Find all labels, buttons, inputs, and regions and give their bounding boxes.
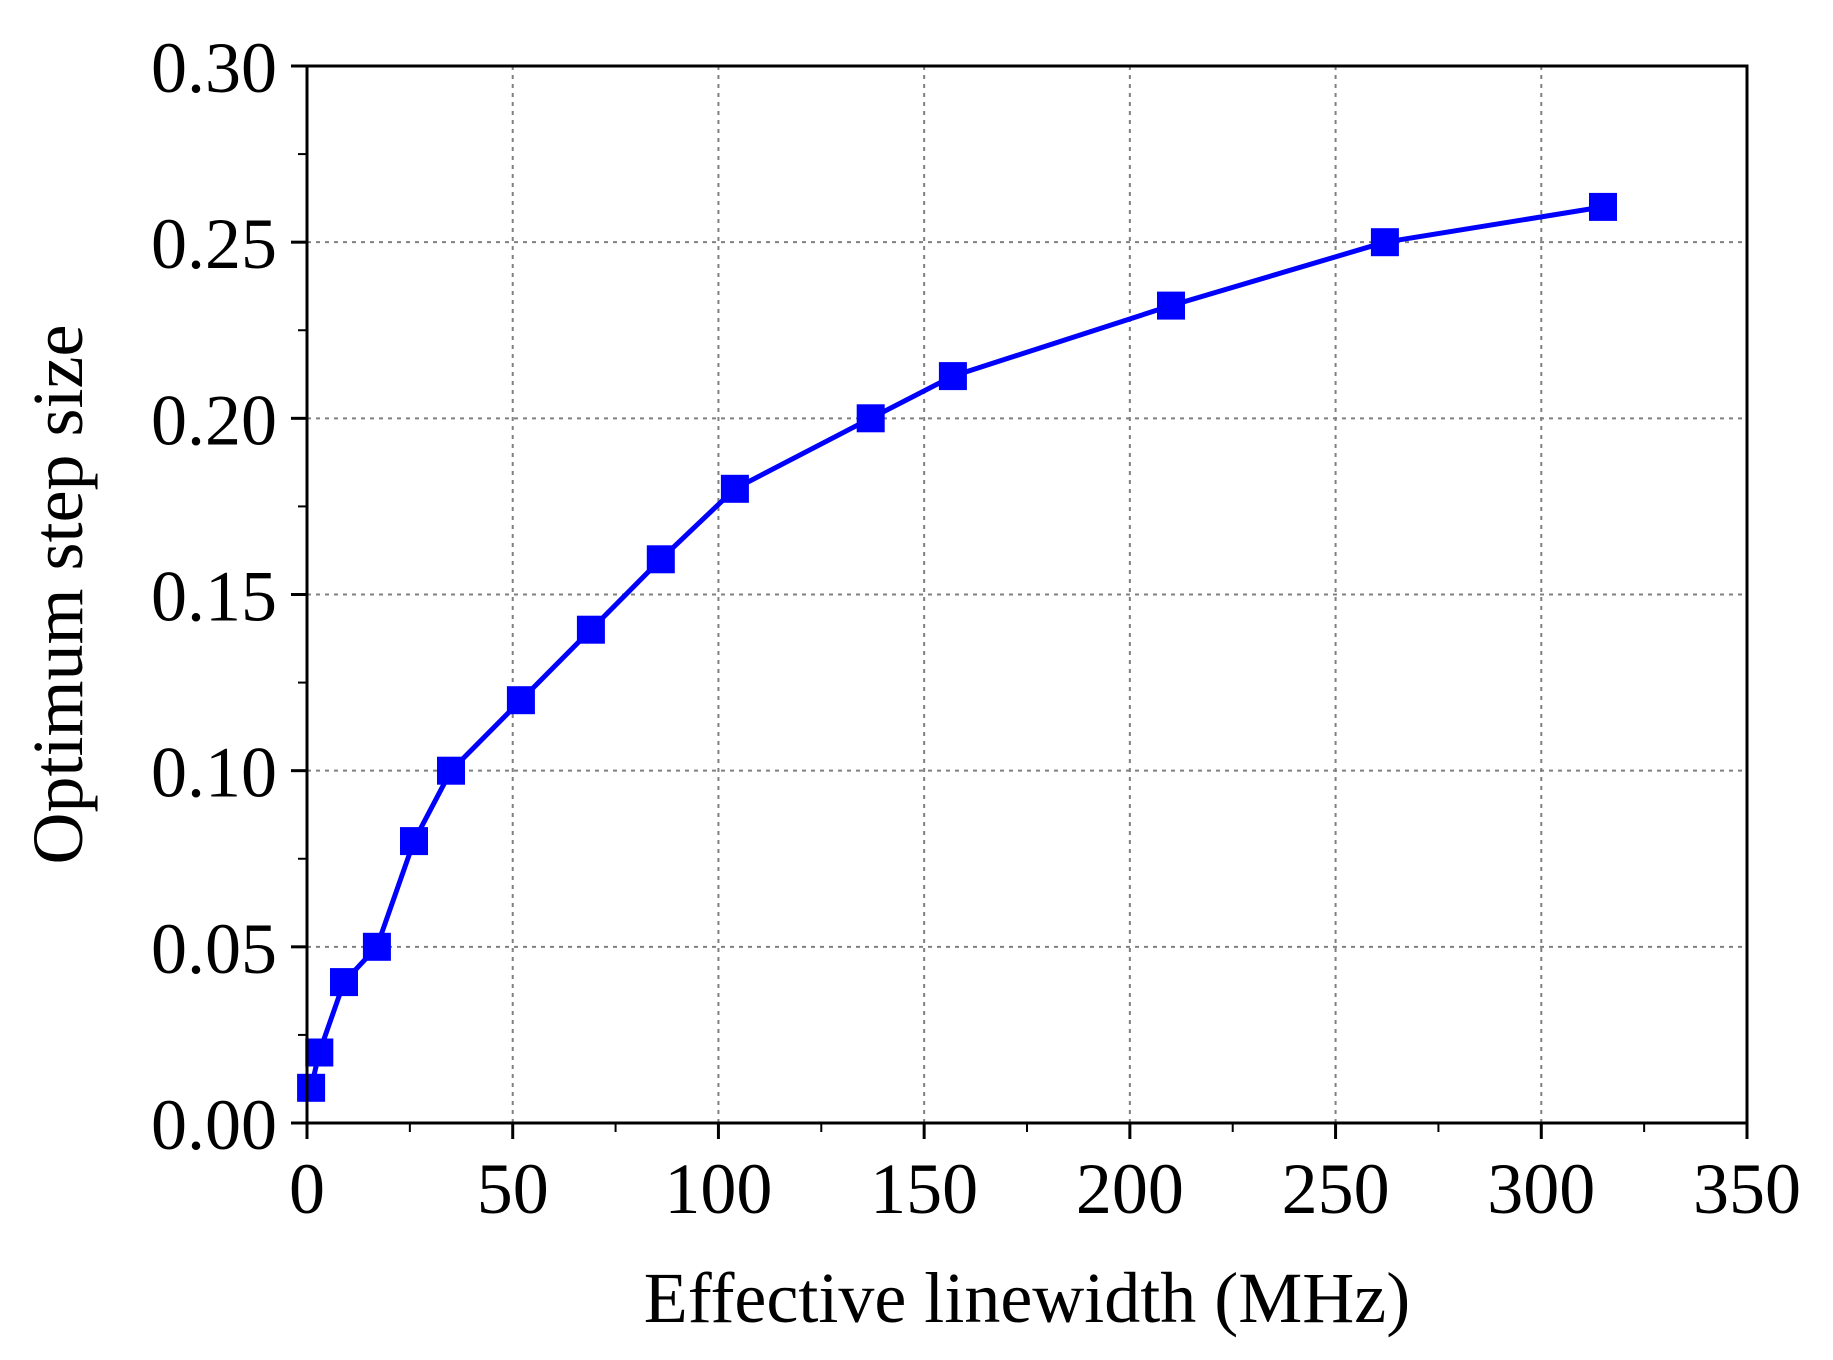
grid-lines xyxy=(307,66,1747,1123)
x-axis-title: Effective linewidth (MHz) xyxy=(644,1258,1410,1338)
y-tick-label: 0.00 xyxy=(151,1085,277,1165)
y-tick-label: 0.30 xyxy=(151,28,277,108)
data-point-marker xyxy=(362,932,391,961)
plot-frame xyxy=(305,64,1749,1125)
x-tick-label: 300 xyxy=(1487,1149,1595,1229)
data-point-marker xyxy=(856,404,885,433)
data-point-marker xyxy=(1589,192,1617,221)
minor-ticks xyxy=(298,153,1646,1132)
data-point-marker xyxy=(646,545,675,574)
y-tick-label: 0.20 xyxy=(151,380,277,460)
data-point-marker xyxy=(400,827,428,856)
y-axis-title: Optimum step size xyxy=(18,325,98,865)
x-tick-label: 50 xyxy=(477,1149,549,1229)
y-tick-label: 0.05 xyxy=(151,909,277,989)
y-tick-label: 0.15 xyxy=(151,557,277,637)
data-point-marker xyxy=(330,968,358,997)
data-point-marker xyxy=(305,1038,334,1067)
data-point-marker xyxy=(437,756,465,785)
series-line xyxy=(308,204,1604,1089)
data-point-marker xyxy=(720,474,749,503)
y-tick-label: 0.25 xyxy=(151,204,277,284)
y-tick-label: 0.10 xyxy=(151,733,277,813)
major-ticks xyxy=(291,64,1749,1139)
x-tick-label: 100 xyxy=(664,1149,772,1229)
data-point-marker xyxy=(938,362,967,391)
x-tick-label: 350 xyxy=(1693,1149,1801,1229)
data-point-marker xyxy=(506,686,535,715)
data-point-marker xyxy=(297,1073,326,1102)
data-point-marker xyxy=(1370,228,1399,257)
y-tick-labels: 0.00 0.05 0.10 0.15 0.20 0.25 0.30 xyxy=(151,28,277,1165)
data-point-marker xyxy=(576,615,605,644)
x-tick-label: 150 xyxy=(870,1149,978,1229)
x-tick-labels: 0 50 100 150 200 250 300 350 xyxy=(289,1149,1801,1229)
data-point-marker xyxy=(1157,291,1185,320)
x-tick-label: 0 xyxy=(289,1149,325,1229)
data-series xyxy=(297,192,1617,1102)
x-tick-label: 250 xyxy=(1282,1149,1390,1229)
x-tick-label: 200 xyxy=(1076,1149,1184,1229)
